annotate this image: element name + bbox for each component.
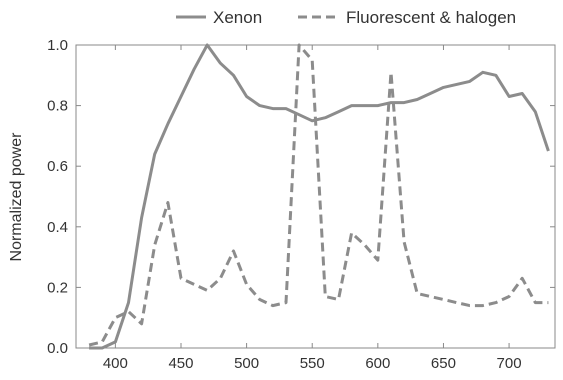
- y-tick-label: 0.0: [47, 340, 68, 357]
- plot-frame: [75, 44, 556, 349]
- y-axis-label: Normalized power: [8, 132, 25, 262]
- y-tick-label: 0.4: [47, 219, 68, 236]
- x-axis-ticks: 400 450 500 550 600 650 700: [103, 45, 522, 372]
- x-tick-label: 400: [103, 355, 128, 372]
- legend-label-xenon: Xenon: [213, 8, 262, 27]
- x-tick-label: 600: [365, 355, 390, 372]
- x-tick-label: 450: [168, 355, 193, 372]
- x-tick-label: 500: [234, 355, 259, 372]
- series-lines: [88, 43, 550, 350]
- legend: Xenon Fluorescent & halogen: [176, 8, 516, 27]
- legend-label-fluorescent-halogen: Fluorescent & halogen: [346, 8, 516, 27]
- series-line-xenon: [89, 43, 550, 350]
- x-tick-label: 650: [431, 355, 456, 372]
- x-tick-label: 550: [300, 355, 325, 372]
- y-tick-label: 0.8: [47, 98, 68, 115]
- y-axis-ticks: 0.0 0.2 0.4 0.6 0.8 1.0: [47, 37, 555, 357]
- y-tick-label: 0.2: [47, 279, 68, 296]
- y-tick-label: 1.0: [47, 37, 68, 54]
- y-tick-label: 0.6: [47, 158, 68, 175]
- x-tick-label: 700: [497, 355, 522, 372]
- series-line-fluorescent-halogen: [88, 43, 549, 347]
